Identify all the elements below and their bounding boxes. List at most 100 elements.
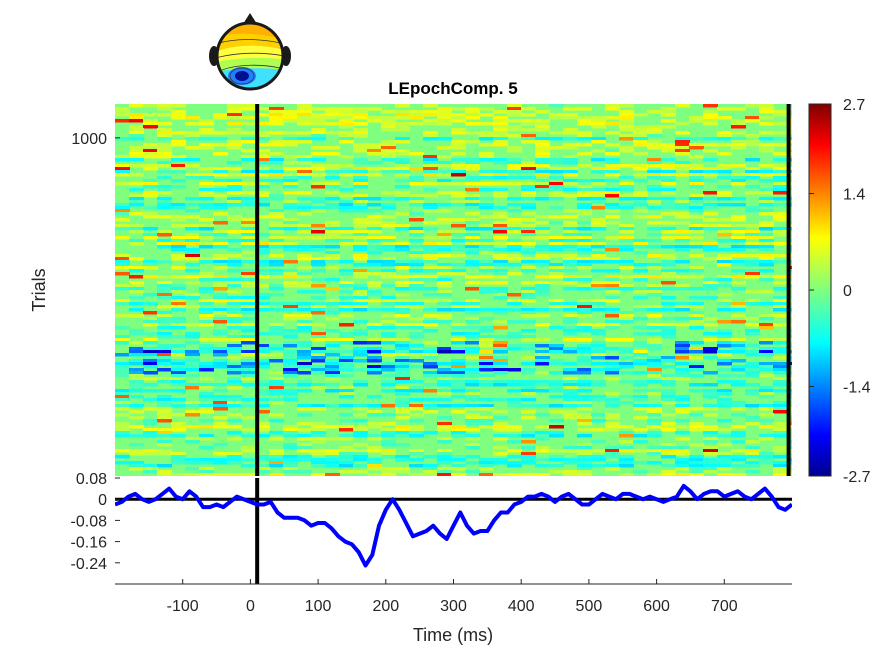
heatmap-cell [269, 347, 284, 351]
heatmap-cell [759, 104, 774, 108]
heatmap-cell [451, 434, 466, 438]
heatmap-cell [283, 341, 298, 345]
heatmap-cell [241, 227, 256, 231]
heatmap-cell [479, 143, 494, 147]
heatmap-cell [353, 257, 368, 261]
heatmap-cell [255, 455, 270, 459]
heatmap-cell [381, 383, 396, 387]
heatmap-cell [759, 326, 774, 330]
heatmap-cell [297, 455, 312, 459]
heatmap-cell [423, 299, 438, 303]
heatmap-cell [577, 308, 592, 312]
heatmap-cell [269, 293, 284, 297]
heatmap-cell [395, 341, 410, 345]
heatmap-cell [549, 245, 564, 249]
heatmap-cell [507, 110, 522, 114]
heatmap-cell [605, 338, 620, 342]
heatmap-cell [563, 248, 578, 252]
heatmap-cell [241, 341, 256, 345]
heatmap-cell [283, 368, 298, 372]
heatmap-cell [423, 365, 438, 369]
heatmap-cell [269, 431, 284, 435]
heatmap-cell [703, 404, 718, 408]
heatmap-cell [353, 449, 368, 453]
heatmap-cell [129, 188, 144, 192]
heatmap-cell [619, 263, 634, 267]
heatmap-cell [241, 305, 256, 309]
heatmap-cell [703, 212, 718, 216]
heatmap-cell [717, 302, 732, 306]
heatmap-cell [465, 140, 480, 144]
heatmap-cell [381, 431, 396, 435]
heatmap-cell [115, 404, 130, 408]
heatmap-cell [339, 107, 354, 111]
heatmap-cell [115, 287, 130, 291]
heatmap-cell [171, 254, 186, 258]
heatmap-cell [535, 215, 550, 219]
heatmap-cell [143, 212, 158, 216]
heatmap-cell [521, 227, 536, 231]
heatmap-cell [563, 179, 578, 183]
heatmap-cell [423, 467, 438, 471]
heatmap-cell [591, 353, 606, 357]
heatmap-cell [423, 122, 438, 126]
heatmap-cell [395, 425, 410, 429]
heatmap-cell [605, 275, 620, 279]
heatmap-cell [129, 341, 144, 345]
heatmap-cell [619, 350, 634, 354]
heatmap-cell [283, 359, 298, 363]
heatmap-cell [563, 395, 578, 399]
heatmap-cell [129, 434, 144, 438]
heatmap-cell [283, 428, 298, 432]
heatmap-cell [297, 266, 312, 270]
heatmap-cell [409, 218, 424, 222]
heatmap-cell [773, 410, 788, 414]
heatmap-cell [633, 362, 648, 366]
heatmap-cell [745, 446, 760, 450]
heatmap-cell [745, 374, 760, 378]
heatmap-cell [157, 335, 172, 339]
heatmap-cell [157, 344, 172, 348]
heatmap-cell [409, 425, 424, 429]
heatmap-cell [647, 344, 662, 348]
heatmap-cell [703, 317, 718, 321]
heatmap-cell [717, 368, 732, 372]
heatmap-cell [143, 275, 158, 279]
heatmap-cell [185, 239, 200, 243]
erp-y-tick-label: -0.24 [71, 556, 108, 573]
heatmap-cell [493, 362, 508, 366]
heatmap-cell [647, 422, 662, 426]
heatmap-cell [493, 227, 508, 231]
heatmap-cell [535, 389, 550, 393]
heatmap-cell [269, 170, 284, 174]
heatmap-cell [591, 350, 606, 354]
heatmap-cell [325, 329, 340, 333]
heatmap-cell [339, 242, 354, 246]
heatmap-cell [451, 239, 466, 243]
heatmap-cell [283, 110, 298, 114]
heatmap-cell [395, 467, 410, 471]
heatmap-cell [521, 293, 536, 297]
heatmap-cell [367, 464, 382, 468]
heatmap-cell [773, 113, 788, 117]
heatmap-cell [423, 371, 438, 375]
heatmap-cell [381, 455, 396, 459]
heatmap-cell [703, 332, 718, 336]
heatmap-cell [717, 293, 732, 297]
heatmap-cell [731, 413, 746, 417]
heatmap-cell [619, 134, 634, 138]
heatmap-cell [171, 158, 186, 162]
heatmap-cell [577, 203, 592, 207]
heatmap-cell [745, 290, 760, 294]
heatmap-cell [339, 425, 354, 429]
heatmap-cell [185, 293, 200, 297]
heatmap-cell [115, 218, 130, 222]
heatmap-cell [773, 296, 788, 300]
heatmap-cell [241, 182, 256, 186]
heatmap-cell [479, 113, 494, 117]
heatmap-cell [213, 173, 228, 177]
heatmap-cell [297, 407, 312, 411]
heatmap-cell [535, 146, 550, 150]
heatmap-cell [577, 464, 592, 468]
heatmap-cell [283, 374, 298, 378]
